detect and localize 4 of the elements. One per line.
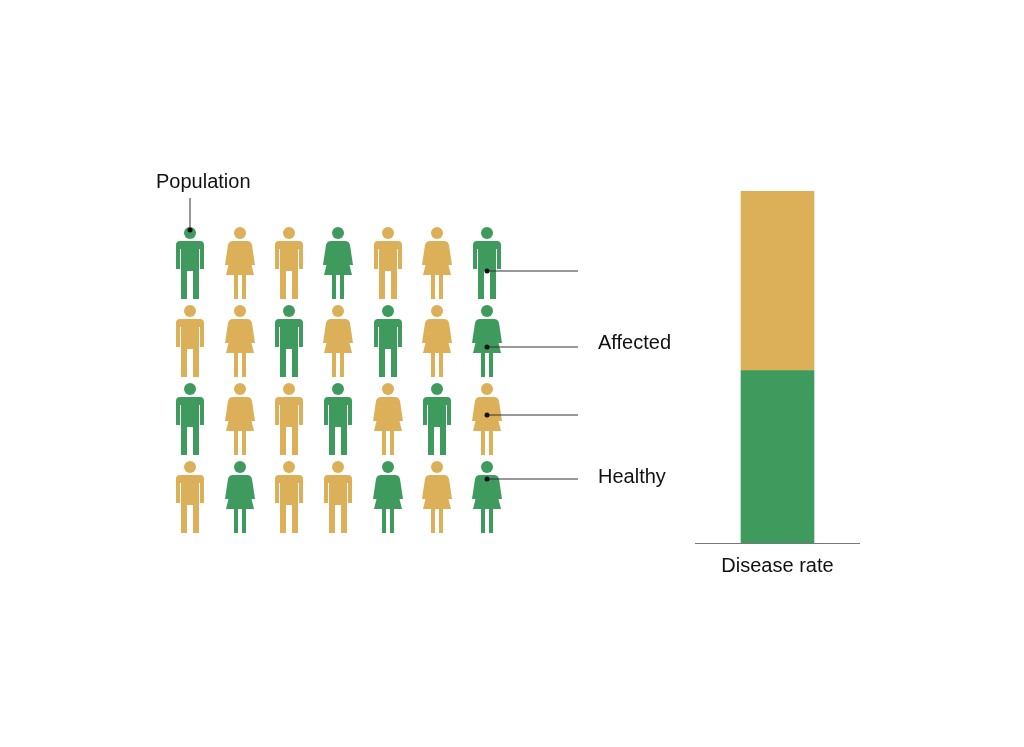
x-tick-label: Disease rate <box>721 553 834 576</box>
text: Population <box>156 170 251 193</box>
text: Healthy <box>598 465 666 488</box>
text: Affected <box>598 331 672 354</box>
